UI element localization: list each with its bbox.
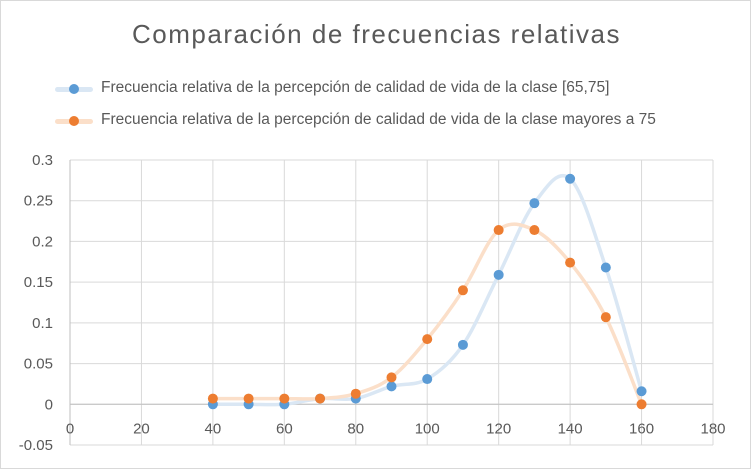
data-point-series-2 [636, 399, 647, 410]
data-point-series-2 [243, 393, 254, 404]
x-tick-label: 160 [629, 420, 654, 437]
y-tick-label: 0.25 [24, 193, 53, 210]
data-point-series-2 [207, 393, 218, 404]
data-point-series-2 [529, 225, 540, 236]
y-tick-label: 0.2 [32, 233, 53, 250]
legend-label-series-1: Frecuencia relativa de la percepción de … [101, 79, 610, 96]
y-tick-label: 0.15 [24, 274, 53, 291]
data-point-series-2 [386, 372, 397, 383]
data-point-series-1 [600, 262, 611, 273]
data-point-series-1 [493, 269, 504, 280]
data-point-series-2 [600, 312, 611, 323]
data-point-series-2 [279, 393, 290, 404]
data-point-series-1 [422, 374, 433, 385]
x-tick-label: 100 [415, 420, 440, 437]
y-tick-label: 0.3 [32, 152, 53, 169]
chart-title: Comparación de frecuencias relativas [132, 19, 621, 49]
data-point-series-1 [636, 386, 647, 397]
data-point-series-1 [529, 198, 540, 209]
data-point-series-2 [422, 334, 433, 345]
x-tick-label: 180 [700, 420, 725, 437]
data-point-series-2 [315, 393, 326, 404]
data-point-series-2 [565, 257, 576, 268]
legend-marker-series-1 [69, 84, 79, 94]
legend-label-series-2: Frecuencia relativa de la percepción de … [101, 111, 656, 128]
data-point-series-2 [457, 285, 468, 296]
x-tick-label: 80 [347, 420, 364, 437]
data-point-series-1 [565, 173, 576, 184]
x-tick-label: 0 [66, 420, 74, 437]
x-tick-label: 60 [276, 420, 293, 437]
x-tick-label: 120 [486, 420, 511, 437]
y-tick-label: 0 [45, 396, 53, 413]
y-tick-label: 0.1 [32, 315, 53, 332]
x-tick-label: 40 [205, 420, 222, 437]
data-point-series-1 [457, 339, 468, 350]
y-tick-label: -0.05 [19, 437, 53, 454]
data-point-series-1 [386, 381, 397, 392]
data-point-series-2 [350, 388, 361, 399]
y-tick-label: 0.05 [24, 356, 53, 373]
legend-marker-series-2 [69, 116, 79, 126]
data-point-series-2 [493, 225, 504, 236]
x-tick-label: 20 [133, 420, 150, 437]
x-tick-label: 140 [558, 420, 583, 437]
